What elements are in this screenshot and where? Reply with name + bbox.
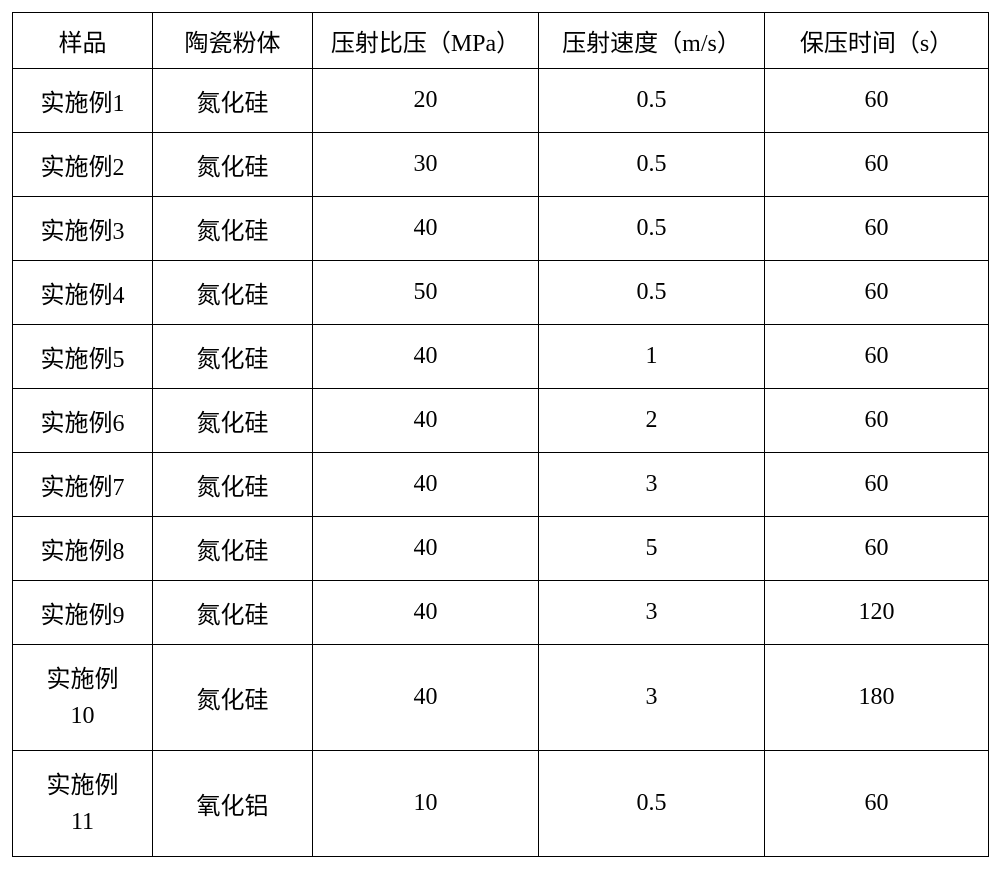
table-row: 实施例9氮化硅403120	[13, 581, 989, 645]
cell-hold: 60	[765, 389, 989, 453]
cell-pressure: 40	[313, 197, 539, 261]
data-table: 样品 陶瓷粉体 压射比压（MPa） 压射速度（m/s） 保压时间（s） 实施例1…	[12, 12, 989, 857]
table-row: 实施例2氮化硅300.560	[13, 133, 989, 197]
cell-ceramic: 氧化铝	[153, 751, 313, 857]
cell-speed: 3	[539, 581, 765, 645]
cell-pressure: 20	[313, 69, 539, 133]
cell-ceramic: 氮化硅	[153, 261, 313, 325]
cell-ceramic: 氮化硅	[153, 645, 313, 751]
cell-hold: 120	[765, 581, 989, 645]
cell-speed: 5	[539, 517, 765, 581]
col-header-hold: 保压时间（s）	[765, 13, 989, 69]
cell-hold: 60	[765, 325, 989, 389]
cell-pressure: 10	[313, 751, 539, 857]
cell-sample: 实施例10	[13, 645, 153, 751]
cell-hold: 60	[765, 197, 989, 261]
cell-ceramic: 氮化硅	[153, 453, 313, 517]
cell-speed: 0.5	[539, 69, 765, 133]
cell-pressure: 40	[313, 453, 539, 517]
cell-pressure: 50	[313, 261, 539, 325]
cell-sample: 实施例8	[13, 517, 153, 581]
cell-hold: 60	[765, 261, 989, 325]
cell-pressure: 40	[313, 517, 539, 581]
cell-sample: 实施例11	[13, 751, 153, 857]
cell-pressure: 40	[313, 389, 539, 453]
cell-pressure: 30	[313, 133, 539, 197]
table-row: 实施例7氮化硅40360	[13, 453, 989, 517]
cell-speed: 3	[539, 453, 765, 517]
cell-sample: 实施例1	[13, 69, 153, 133]
col-header-speed: 压射速度（m/s）	[539, 13, 765, 69]
cell-sample: 实施例6	[13, 389, 153, 453]
sample-line1: 实施例	[13, 768, 152, 804]
table-header-row: 样品 陶瓷粉体 压射比压（MPa） 压射速度（m/s） 保压时间（s）	[13, 13, 989, 69]
col-header-ceramic: 陶瓷粉体	[153, 13, 313, 69]
sample-line2: 10	[13, 698, 152, 734]
cell-ceramic: 氮化硅	[153, 325, 313, 389]
cell-ceramic: 氮化硅	[153, 69, 313, 133]
table-row: 实施例1氮化硅200.560	[13, 69, 989, 133]
table-row: 实施例3氮化硅400.560	[13, 197, 989, 261]
cell-sample: 实施例2	[13, 133, 153, 197]
cell-sample: 实施例7	[13, 453, 153, 517]
cell-sample: 实施例4	[13, 261, 153, 325]
table-row: 实施例11氧化铝100.560	[13, 751, 989, 857]
cell-hold: 60	[765, 751, 989, 857]
cell-pressure: 40	[313, 325, 539, 389]
col-header-pressure: 压射比压（MPa）	[313, 13, 539, 69]
cell-hold: 60	[765, 517, 989, 581]
cell-speed: 2	[539, 389, 765, 453]
sample-line2: 11	[13, 804, 152, 840]
cell-speed: 0.5	[539, 751, 765, 857]
cell-pressure: 40	[313, 581, 539, 645]
sample-line1: 实施例	[13, 662, 152, 698]
table-row: 实施例4氮化硅500.560	[13, 261, 989, 325]
cell-speed: 0.5	[539, 197, 765, 261]
cell-ceramic: 氮化硅	[153, 389, 313, 453]
table-row: 实施例8氮化硅40560	[13, 517, 989, 581]
cell-hold: 60	[765, 453, 989, 517]
cell-sample: 实施例5	[13, 325, 153, 389]
cell-hold: 180	[765, 645, 989, 751]
table-row: 实施例6氮化硅40260	[13, 389, 989, 453]
table-body: 实施例1氮化硅200.560实施例2氮化硅300.560实施例3氮化硅400.5…	[13, 69, 989, 857]
cell-ceramic: 氮化硅	[153, 197, 313, 261]
col-header-sample: 样品	[13, 13, 153, 69]
cell-hold: 60	[765, 69, 989, 133]
cell-sample: 实施例9	[13, 581, 153, 645]
cell-ceramic: 氮化硅	[153, 581, 313, 645]
cell-pressure: 40	[313, 645, 539, 751]
table-row: 实施例5氮化硅40160	[13, 325, 989, 389]
cell-ceramic: 氮化硅	[153, 133, 313, 197]
cell-speed: 0.5	[539, 261, 765, 325]
cell-sample: 实施例3	[13, 197, 153, 261]
cell-ceramic: 氮化硅	[153, 517, 313, 581]
cell-speed: 3	[539, 645, 765, 751]
table-row: 实施例10氮化硅403180	[13, 645, 989, 751]
cell-speed: 1	[539, 325, 765, 389]
cell-speed: 0.5	[539, 133, 765, 197]
cell-hold: 60	[765, 133, 989, 197]
